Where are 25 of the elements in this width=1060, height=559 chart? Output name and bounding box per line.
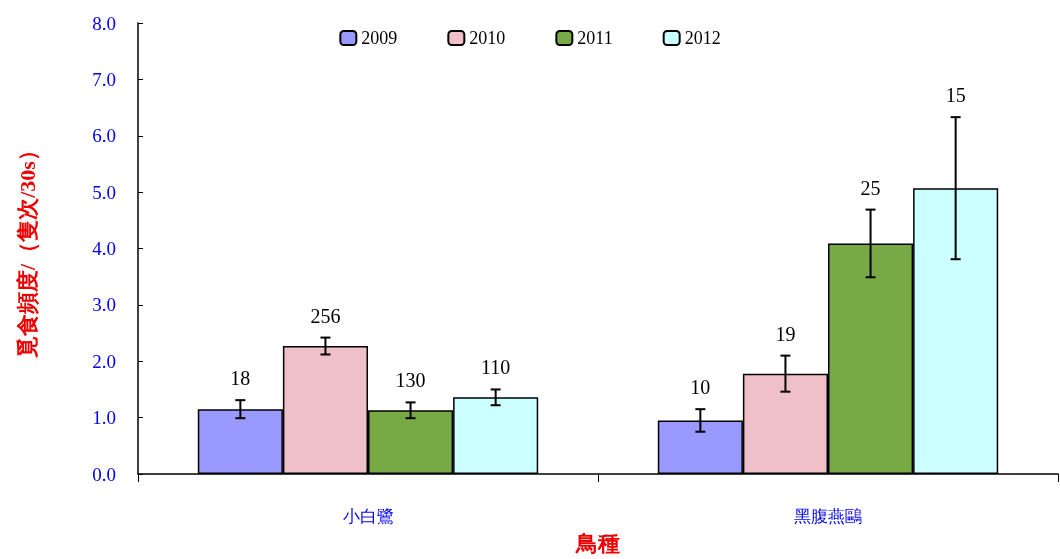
y-tick-label: 5.0 [92,181,116,203]
x-tick-label: 小白鷺 [342,507,394,526]
annotation: 256 [310,304,341,327]
y-tick-label: 6.0 [92,125,116,147]
x-tick-label: 黑腹燕鷗 [794,507,862,526]
y-tick-label: 8.0 [92,12,116,34]
y-tick-label: 2.0 [92,350,116,372]
y-tick-label: 1.0 [92,407,116,429]
annotation: 110 [481,356,511,379]
annotation: 10 [690,376,711,399]
annotation: 15 [945,84,966,107]
x-axis-title: 鳥種 [575,530,620,556]
y-tick-label: 3.0 [92,294,116,316]
legend-label: 2012 [684,28,721,48]
y-axis-title: 覓食頻度/（隻次/30s） [14,139,40,359]
legend-label: 2009 [361,28,398,48]
annotation: 130 [395,369,426,392]
legend-label: 2011 [577,28,613,48]
y-tick-label: 4.0 [92,238,116,259]
y-tick-label: 7.0 [92,68,116,90]
annotation: 25 [860,176,881,199]
legend-label: 2010 [469,28,506,48]
annotation: 18 [230,367,251,390]
annotation: 19 [775,322,796,345]
y-tick-label: 0.0 [92,463,116,485]
